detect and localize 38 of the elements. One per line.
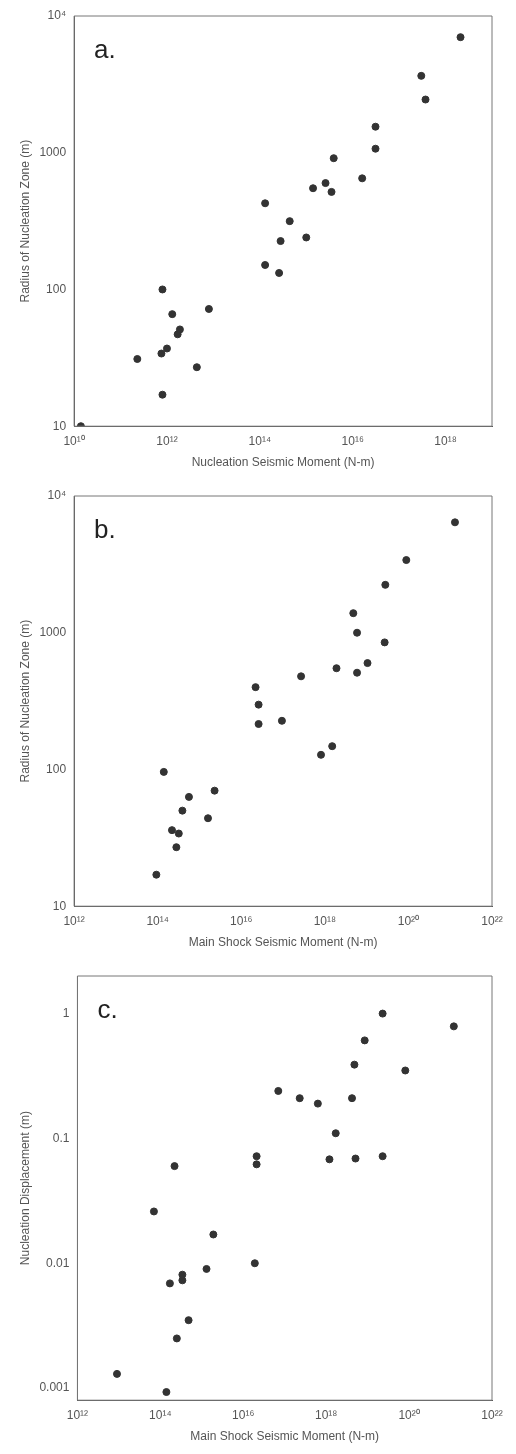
x-tick-label: 10¹⁴ [149,1407,172,1422]
y-tick-label: 100 [46,281,67,296]
y-tick-label: 10⁴ [47,488,67,503]
x-tick-label: 10¹⁰ [63,433,85,448]
x-tick-label: 10¹² [63,913,85,928]
y-tick-label: 1000 [39,625,67,640]
y-tick-label: 100 [46,761,67,776]
y-tick-label: 1000 [39,145,67,160]
annotation: a. [94,34,116,65]
x-tick-label: 10¹² [66,1407,89,1422]
annotation: b. [94,514,116,545]
x-tick-label: 10²⁰ [397,913,420,928]
y-tick-label: 0.01 [46,1255,70,1270]
y-tick-label: 10 [52,418,67,433]
x-tick-label: 10²² [481,913,503,928]
y-axis-title: Nucleation Displacement (m) [17,1111,32,1266]
y-axis-title: Radius of Nucleation Zone (m) [17,139,32,303]
x-tick-label: 10¹⁸ [434,433,457,448]
x-tick-label: 10¹⁸ [314,1407,338,1422]
annotation: c. [97,994,118,1025]
x-tick-label: 10¹⁴ [146,913,169,928]
x-axis-title: Main Shock Seismic Moment (N-m) [190,1429,380,1444]
x-axis-title: Nucleation Seismic Moment (N-m) [191,455,375,470]
x-axis-title: Main Shock Seismic Moment (N-m) [188,935,378,950]
x-tick-label: 10¹⁶ [232,1407,255,1422]
y-tick-label: 1 [62,1005,70,1020]
x-tick-label: 10¹⁶ [230,913,253,928]
x-tick-label: 10¹⁶ [341,433,364,448]
y-tick-label: 0.001 [39,1380,70,1395]
x-tick-label: 10¹⁴ [248,433,272,448]
y-tick-label: 0.1 [52,1130,70,1145]
x-tick-label: 10²² [481,1407,503,1422]
x-tick-label: 10²⁰ [398,1407,420,1422]
y-axis-title: Radius of Nucleation Zone (m) [17,619,32,783]
y-tick-label: 10⁴ [47,8,67,23]
x-tick-label: 10¹² [156,433,178,448]
x-tick-label: 10¹⁸ [313,913,337,928]
y-tick-label: 10 [52,898,67,913]
